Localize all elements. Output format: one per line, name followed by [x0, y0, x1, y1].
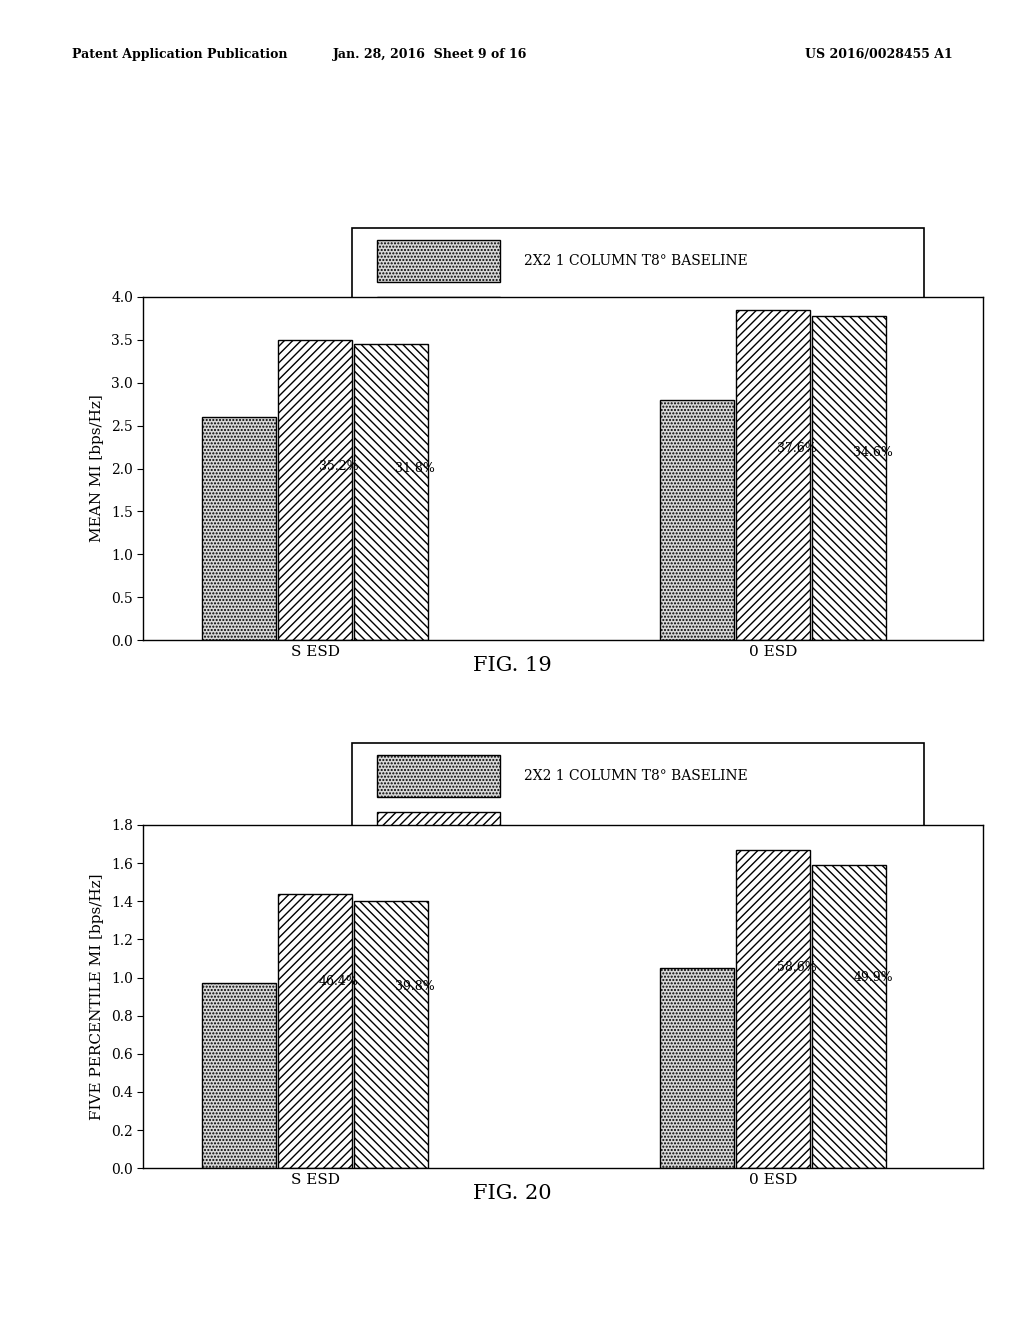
- FancyBboxPatch shape: [377, 355, 500, 396]
- Bar: [279, 894, 352, 1168]
- Bar: [736, 850, 810, 1168]
- Text: 39.8%: 39.8%: [395, 981, 435, 993]
- Bar: [659, 968, 734, 1168]
- FancyBboxPatch shape: [377, 297, 500, 339]
- Text: 34.6%: 34.6%: [853, 446, 893, 458]
- Bar: [202, 417, 275, 640]
- Text: 58.6%: 58.6%: [777, 961, 817, 974]
- Text: 2X2 1 COLUMN T8° BASELINE: 2X2 1 COLUMN T8° BASELINE: [524, 768, 749, 783]
- Text: λ X234:A+jB, A-jB, C+jD, C-jD: λ X234:A+jB, A-jB, C+jD, C-jD: [524, 883, 737, 898]
- Text: 35.2%: 35.2%: [318, 459, 358, 473]
- Bar: [812, 315, 887, 640]
- Y-axis label: MEAN MI [bps/Hz]: MEAN MI [bps/Hz]: [90, 395, 104, 543]
- Text: λ/2 X234:A+jB, A-jB, C+jD, C-jD: λ/2 X234:A+jB, A-jB, C+jD, C-jD: [524, 826, 751, 840]
- Bar: [202, 983, 275, 1168]
- FancyBboxPatch shape: [377, 812, 500, 854]
- Text: Patent Application Publication: Patent Application Publication: [72, 48, 287, 61]
- Text: 46.4%: 46.4%: [318, 975, 358, 987]
- Bar: [659, 400, 734, 640]
- Text: FIG. 19: FIG. 19: [473, 656, 551, 675]
- FancyBboxPatch shape: [377, 870, 500, 911]
- Bar: [736, 310, 810, 640]
- Text: λ/2 X234:A+jB, A-jB, C+jD, C-jD: λ/2 X234:A+jB, A-jB, C+jD, C-jD: [524, 312, 751, 325]
- Text: 2X2 1 COLUMN T8° BASELINE: 2X2 1 COLUMN T8° BASELINE: [524, 253, 749, 268]
- Bar: [354, 902, 428, 1168]
- Text: Jan. 28, 2016  Sheet 9 of 16: Jan. 28, 2016 Sheet 9 of 16: [333, 48, 527, 61]
- FancyBboxPatch shape: [377, 240, 500, 281]
- Text: λ X234:A+jB, A-jB, C+jD, C-jD: λ X234:A+jB, A-jB, C+jD, C-jD: [524, 368, 737, 383]
- Text: 31.8%: 31.8%: [395, 462, 435, 475]
- Text: FIG. 20: FIG. 20: [473, 1184, 551, 1203]
- Text: 37.6%: 37.6%: [777, 442, 817, 455]
- Bar: [354, 345, 428, 640]
- Y-axis label: FIVE PERCENTILE MI [bps/Hz]: FIVE PERCENTILE MI [bps/Hz]: [90, 874, 104, 1119]
- FancyBboxPatch shape: [377, 755, 500, 796]
- Bar: [279, 339, 352, 640]
- Text: US 2016/0028455 A1: US 2016/0028455 A1: [805, 48, 952, 61]
- Bar: [812, 865, 887, 1168]
- Text: 49.9%: 49.9%: [853, 970, 893, 983]
